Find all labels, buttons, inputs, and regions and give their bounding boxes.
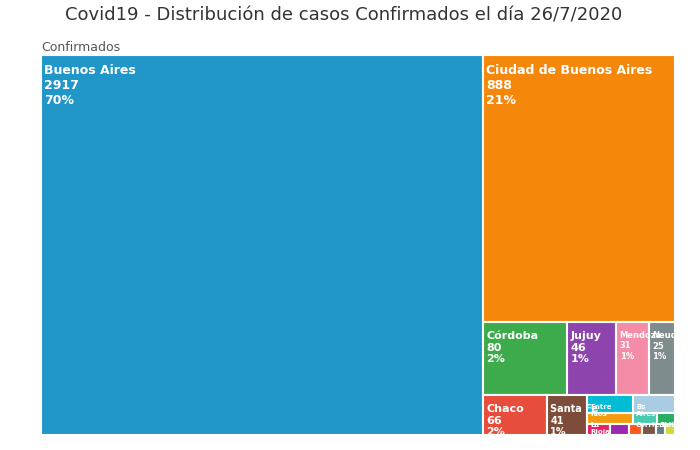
FancyBboxPatch shape: [657, 413, 675, 424]
FancyBboxPatch shape: [483, 55, 675, 322]
FancyBboxPatch shape: [547, 395, 587, 435]
FancyBboxPatch shape: [633, 413, 657, 424]
FancyBboxPatch shape: [610, 424, 629, 435]
FancyBboxPatch shape: [642, 424, 656, 435]
Text: Confirmados: Confirmados: [41, 41, 120, 54]
Text: Jujuy
46
1%: Jujuy 46 1%: [570, 331, 601, 364]
FancyBboxPatch shape: [587, 395, 633, 413]
FancyBboxPatch shape: [567, 322, 616, 395]
FancyBboxPatch shape: [633, 395, 675, 413]
Text: Salta: Salta: [660, 422, 680, 428]
FancyBboxPatch shape: [587, 413, 633, 424]
Text: Córdoba
80
2%: Córdoba 80 2%: [486, 331, 538, 364]
Text: Neuquén
25
1%: Neuquén 25 1%: [652, 331, 694, 361]
Text: Buenos Aires
2917
70%: Buenos Aires 2917 70%: [44, 64, 136, 107]
FancyBboxPatch shape: [587, 424, 610, 435]
FancyBboxPatch shape: [41, 55, 483, 435]
Text: La
Rioja: La Rioja: [591, 422, 610, 435]
Text: Ciudad de Buenos Aires
888
21%: Ciudad de Buenos Aires 888 21%: [486, 64, 652, 107]
FancyBboxPatch shape: [656, 424, 665, 435]
FancyBboxPatch shape: [665, 424, 675, 435]
FancyBboxPatch shape: [616, 322, 649, 395]
FancyBboxPatch shape: [483, 322, 567, 395]
Text: Santa Fe
41
1%: Santa Fe 41 1%: [550, 404, 598, 437]
Text: Mendoza
31
1%: Mendoza 31 1%: [620, 331, 662, 361]
Text: Entre
Ríos: Entre Ríos: [591, 404, 612, 417]
Text: Chaco
66
2%: Chaco 66 2%: [486, 404, 524, 437]
Text: Bs
Aires: Bs Aires: [636, 404, 657, 417]
FancyBboxPatch shape: [629, 424, 642, 435]
Text: Corrient.: Corrient.: [636, 422, 671, 428]
Text: Covid19 - Distribución de casos Confirmados el día 26/7/2020: Covid19 - Distribución de casos Confirma…: [65, 7, 622, 25]
FancyBboxPatch shape: [649, 322, 675, 395]
FancyBboxPatch shape: [483, 395, 547, 435]
